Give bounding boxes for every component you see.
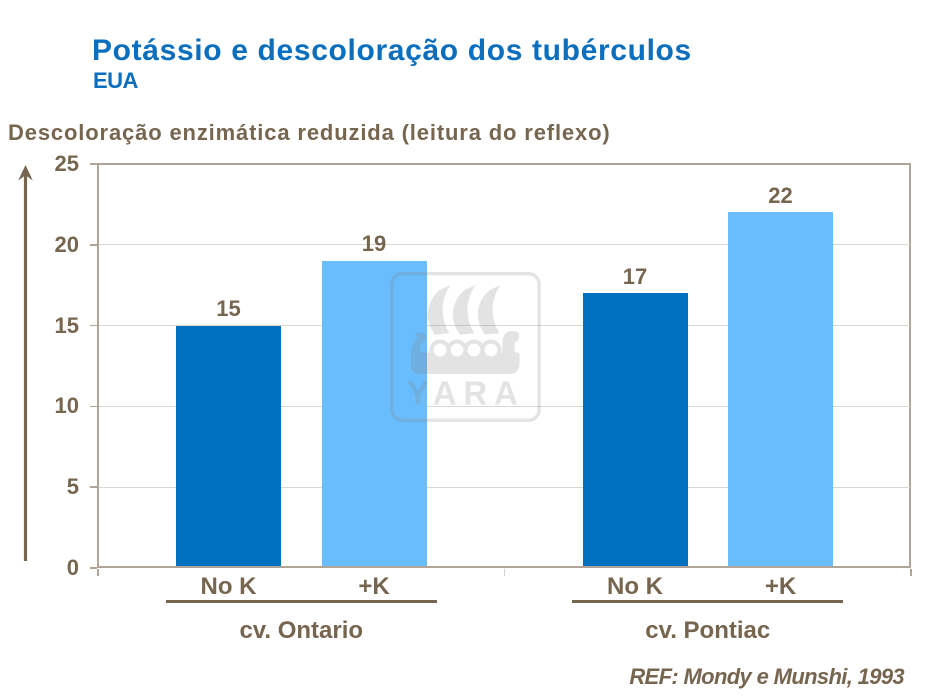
bar-value-label: 17 [622, 263, 648, 289]
watermark-frame [390, 272, 541, 423]
category-label: No K [607, 573, 663, 600]
arrow-head [18, 165, 33, 181]
y-axis-tick-25 [89, 163, 98, 165]
gridline-15 [99, 324, 910, 327]
y-tick-label-25: 25 [54, 151, 79, 176]
reference-note: REF: Mondy e Munshi, 1993 [629, 663, 904, 689]
y-tick-label-15: 15 [54, 312, 79, 338]
y-axis-tick-15 [89, 324, 98, 327]
page-title: Potássio e descoloração dos tubérculos [92, 34, 692, 68]
bar-cv--ontario-nok [176, 325, 281, 567]
watermark-sail-3 [477, 285, 501, 335]
gridline-10 [99, 405, 910, 408]
group-label: cv. Ontario [239, 616, 364, 644]
group-underline [572, 599, 844, 603]
bar-value-label: 22 [768, 182, 793, 208]
bar-cv--pontiac-k [728, 212, 833, 567]
x-axis-tick-1 [503, 569, 506, 576]
watermark-sail-1 [427, 285, 451, 335]
y-tick-label-0: 0 [66, 555, 79, 580]
bar-cv--pontiac-nok [582, 293, 688, 567]
plot-area [96, 162, 912, 568]
bar-cv--ontario-k [321, 260, 427, 567]
page-subtitle: EUA [93, 67, 138, 93]
yara-watermark: YARA [390, 272, 541, 423]
y-axis-tick-0 [89, 567, 98, 569]
y-axis-tick-10 [89, 405, 98, 408]
y-tick-label-5: 5 [66, 474, 79, 500]
y-tick-label-20: 20 [54, 231, 79, 257]
group-underline [165, 599, 437, 603]
bar-value-label: 19 [361, 231, 387, 257]
y-axis-tick-20 [89, 244, 98, 246]
x-axis-tick-2 [910, 569, 912, 576]
watermark-sail-2 [452, 285, 476, 335]
watermark-text: YARA [407, 375, 525, 412]
category-label: +K [358, 573, 390, 600]
x-axis-tick-0 [97, 569, 99, 576]
gridline-20 [99, 244, 910, 246]
y-tick-label-10: 10 [54, 393, 79, 419]
bar-value-label: 15 [216, 295, 241, 321]
y-axis-tick-5 [89, 486, 98, 488]
group-label: cv. Pontiac [645, 616, 771, 644]
y-axis-title: Descoloração enzimática reduzida (leitur… [8, 119, 611, 145]
watermark-ship-hull [411, 331, 520, 374]
category-label: No K [200, 573, 257, 600]
y-axis-arrow [18, 165, 33, 561]
category-label: +K [764, 573, 797, 600]
gridline-5 [99, 486, 910, 488]
